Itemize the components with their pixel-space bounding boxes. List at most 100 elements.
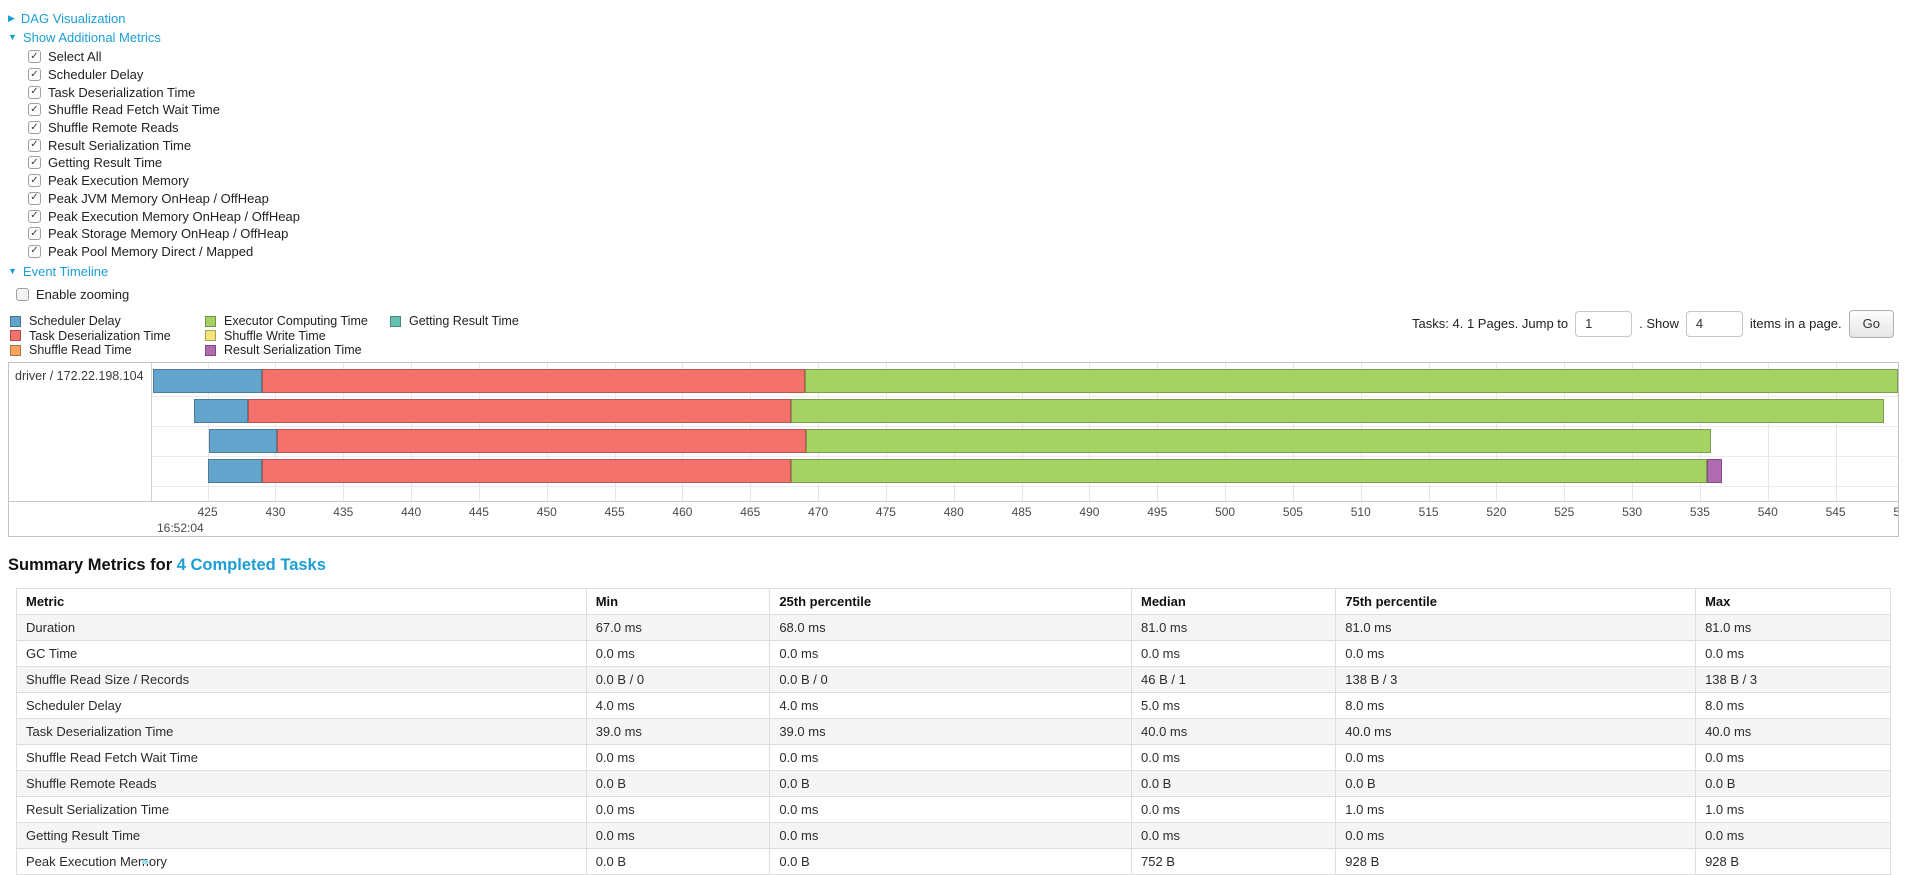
completed-tasks-link[interactable]: 4 Completed Tasks <box>176 555 326 574</box>
summary-metric-name: GC Time <box>16 639 587 667</box>
metric-checkbox[interactable]: ✓ <box>28 156 41 170</box>
metric-checkbox[interactable]: ✓ <box>28 244 41 258</box>
dag-visualization-toggle[interactable]: ▶ DAG Visualization <box>8 11 125 26</box>
summary-metric-value: 40.0 ms <box>1695 717 1891 745</box>
summary-metric-value: 0.0 ms <box>1335 821 1697 849</box>
summary-metric-value: 8.0 ms <box>1695 691 1891 719</box>
task-segment-executor-computing[interactable] <box>804 368 1898 393</box>
metric-checkbox[interactable]: ✓ <box>28 121 41 135</box>
pagination-suffix: items in a page. <box>1749 316 1842 332</box>
summary-metric-value: 0.0 ms <box>1695 639 1891 667</box>
task-timeline-row <box>152 428 1898 453</box>
metric-checkbox[interactable]: ✓ <box>28 209 41 223</box>
summary-metric-value: 0.0 ms <box>585 639 771 667</box>
event-timeline-toggle[interactable]: ▼ Event Timeline <box>8 264 108 279</box>
metric-checkbox[interactable]: ✓ <box>28 191 41 205</box>
timeline-tick-label: 445 <box>468 504 489 519</box>
task-timeline-row <box>152 398 1898 423</box>
summary-metric-value: 0.0 ms <box>1695 821 1891 849</box>
metric-checkbox-label: Peak JVM Memory OnHeap / OffHeap <box>48 190 269 206</box>
metric-checkbox[interactable]: ✓ <box>28 138 41 152</box>
summary-metric-value: 0.0 ms <box>1130 821 1337 849</box>
task-segment-executor-computing[interactable] <box>805 428 1711 453</box>
task-segment-task-deserialization[interactable] <box>248 398 791 423</box>
chevron-right-icon: ▶ <box>8 13 15 23</box>
timeline-row-separator <box>152 455 1898 457</box>
event-timeline-label: Event Timeline <box>22 264 109 280</box>
task-segment-task-deserialization[interactable] <box>261 458 791 483</box>
executor-group-label: driver / 172.22.198.104 <box>15 368 144 383</box>
summary-metric-value: 46 B / 1 <box>1130 665 1337 693</box>
timeline-tick-label: 525 <box>1554 504 1575 519</box>
timeline-tick-label: 500 <box>1215 504 1236 519</box>
jump-to-page-input[interactable] <box>1575 310 1633 337</box>
metric-checkbox-row: ✓ Getting Result Time <box>28 154 1907 172</box>
summary-column-header: Min <box>585 587 771 615</box>
summary-table-body: Duration 67.0 ms 68.0 ms 81.0 ms 81.0 ms 81.0… <box>16 613 1891 875</box>
metric-checkbox[interactable]: ✓ <box>28 50 41 64</box>
metric-checkbox-label: Result Serialization Time <box>48 137 192 153</box>
legend-item: Task Deserialization Time <box>10 329 205 344</box>
metric-checkbox[interactable]: ✓ <box>28 227 41 241</box>
task-segment-executor-computing[interactable] <box>790 398 1885 423</box>
summary-metric-name: Getting Result Time <box>16 821 587 849</box>
timeline-tick-label: 470 <box>808 504 829 519</box>
task-segment-executor-computing[interactable] <box>790 458 1707 483</box>
summary-table-row: Task Deserialization Time 39.0 ms 39.0 ms 4… <box>16 717 1891 745</box>
metric-checkbox-row: ✓ Peak Execution Memory <box>28 172 1907 190</box>
summary-metric-value: 68.0 ms <box>769 613 1132 641</box>
summary-metrics-section: Summary Metrics for 4 Completed Tasks Me… <box>8 556 1899 875</box>
task-segment-scheduler-delay[interactable] <box>208 428 277 453</box>
timeline-tick-label: 435 <box>333 504 354 519</box>
task-segment-task-deserialization[interactable] <box>276 428 806 453</box>
timeline-tick-label: 545 <box>1825 504 1846 519</box>
task-segment-scheduler-delay[interactable] <box>207 458 262 483</box>
summary-table-header-row: Metric Min 25th percentile Median 75th perce… <box>16 587 1891 615</box>
metric-checkbox[interactable]: ✓ <box>28 85 41 99</box>
event-timeline-chart: driver / 172.22.198.104 425 430 435 440 445 4… <box>8 361 1899 537</box>
metric-checkbox-label: Peak Execution Memory <box>48 173 189 189</box>
timeline-gridline <box>1835 362 1837 501</box>
metric-checkbox-row: ✓ Scheduler Delay <box>28 66 1907 84</box>
show-additional-metrics-label: Show Additional Metrics <box>22 30 161 45</box>
timeline-tick-label: 425 <box>197 504 218 519</box>
go-button[interactable]: Go <box>1848 309 1894 338</box>
metric-checkbox[interactable]: ✓ <box>28 174 41 188</box>
legend-item: Result Serialization Time <box>205 343 390 358</box>
legend-label: Getting Result Time <box>409 314 519 329</box>
legend-swatch-getting-result <box>390 315 401 327</box>
task-pagination: Tasks: 4. 1 Pages. Jump to . Show items … <box>1412 309 1894 338</box>
task-segment-scheduler-delay[interactable] <box>153 368 262 393</box>
timeline-tick-label: 480 <box>943 504 964 519</box>
metric-checkbox-label: Scheduler Delay <box>48 67 144 83</box>
metric-checkbox-label: Shuffle Remote Reads <box>48 120 179 136</box>
timeline-tick-label: 535 <box>1689 504 1710 519</box>
summary-metric-value: 752 B <box>1130 847 1337 875</box>
items-per-page-input[interactable] <box>1685 310 1743 337</box>
legend-label: Result Serialization Time <box>224 343 362 358</box>
task-segment-scheduler-delay[interactable] <box>194 398 249 423</box>
summary-title-prefix: Summary Metrics for <box>8 555 173 574</box>
legend-swatch-scheduler-delay <box>10 315 21 327</box>
summary-metric-name: Duration <box>16 613 587 641</box>
summary-metric-value: 40.0 ms <box>1130 717 1337 745</box>
show-additional-metrics-toggle[interactable]: ▼ Show Additional Metrics <box>8 30 161 45</box>
metric-checkbox[interactable]: ✓ <box>28 103 41 117</box>
enable-zooming-checkbox[interactable] <box>16 287 29 301</box>
summary-metric-value: 39.0 ms <box>585 717 771 745</box>
summary-metric-value: 0.0 B <box>1695 769 1891 797</box>
legend-item: Shuffle Read Time <box>10 343 205 358</box>
summary-metric-name: Shuffle Read Fetch Wait Time <box>16 743 587 771</box>
metric-checkbox[interactable]: ✓ <box>28 68 41 82</box>
summary-metric-value: 0.0 ms <box>1130 639 1337 667</box>
task-segment-result-serialization[interactable] <box>1706 458 1722 483</box>
timeline-axis-line <box>9 500 1898 502</box>
summary-metrics-table: Metric Min 25th percentile Median 75th perce… <box>16 587 1891 875</box>
summary-metric-name: Result Serialization Time <box>16 795 587 823</box>
summary-metric-value: 0.0 ms <box>585 795 771 823</box>
summary-metric-value: 0.0 ms <box>1130 795 1337 823</box>
summary-table-row: Duration 67.0 ms 68.0 ms 81.0 ms 81.0 ms 81.0… <box>16 613 1891 641</box>
summary-metric-value: 138 B / 3 <box>1695 665 1891 693</box>
task-segment-task-deserialization[interactable] <box>261 368 805 393</box>
timeline-tick-label: 485 <box>1011 504 1032 519</box>
